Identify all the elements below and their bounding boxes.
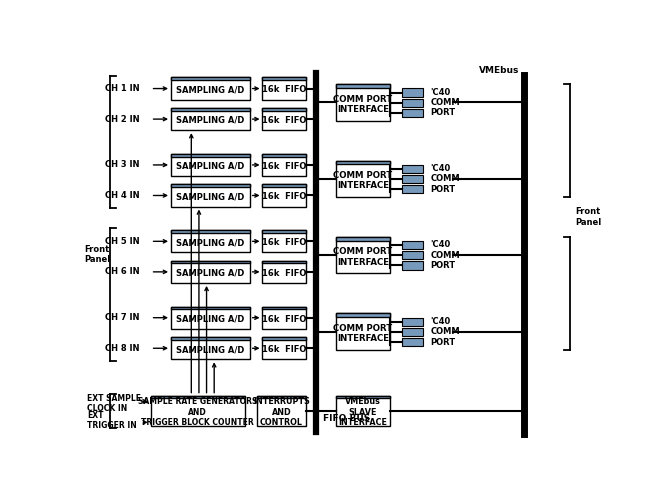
Text: 'C40
COMM
PORT: 'C40 COMM PORT <box>430 88 460 118</box>
Bar <box>171 185 250 187</box>
Text: 'C40
COMM
PORT: 'C40 COMM PORT <box>430 164 460 194</box>
Bar <box>262 337 306 340</box>
Bar <box>257 396 306 398</box>
Bar <box>171 261 250 263</box>
Text: SAMPLING A/D: SAMPLING A/D <box>176 238 245 247</box>
Bar <box>171 307 250 310</box>
Text: CH 1 IN: CH 1 IN <box>105 84 140 93</box>
Bar <box>171 230 250 233</box>
Bar <box>402 165 422 173</box>
Bar <box>171 185 250 206</box>
Text: SAMPLING A/D: SAMPLING A/D <box>176 116 245 125</box>
Bar <box>171 108 250 130</box>
Text: COMM PORT
INTERFACE: COMM PORT INTERFACE <box>333 171 392 190</box>
Bar <box>262 154 306 157</box>
Text: CH 5 IN: CH 5 IN <box>105 237 140 246</box>
Bar <box>402 185 422 193</box>
Text: SAMPLING A/D: SAMPLING A/D <box>176 314 245 323</box>
Text: VMEbus
SLAVE
INTERFACE: VMEbus SLAVE INTERFACE <box>338 397 387 427</box>
Text: 'C40
COMM
PORT: 'C40 COMM PORT <box>430 317 460 347</box>
Text: CH 8 IN: CH 8 IN <box>105 344 139 353</box>
Text: SAMPLING A/D: SAMPLING A/D <box>176 192 245 201</box>
Bar <box>336 396 390 426</box>
Bar <box>262 230 306 233</box>
Text: SAMPLING A/D: SAMPLING A/D <box>176 269 245 278</box>
Bar <box>336 313 390 350</box>
Bar <box>171 77 250 80</box>
Text: EXT
TRIGGER IN: EXT TRIGGER IN <box>87 411 137 430</box>
Text: CH 2 IN: CH 2 IN <box>105 115 140 124</box>
Bar <box>171 337 250 340</box>
Bar <box>262 77 306 100</box>
Text: 16k  FIFO: 16k FIFO <box>262 238 306 247</box>
Bar <box>262 337 306 359</box>
Text: 16k  FIFO: 16k FIFO <box>262 269 306 278</box>
Bar <box>262 185 306 206</box>
Bar <box>262 108 306 111</box>
Bar <box>402 99 422 107</box>
Bar <box>336 396 390 398</box>
Bar <box>262 185 306 187</box>
Bar <box>262 261 306 283</box>
Bar <box>171 307 250 329</box>
Text: 16k  FIFO: 16k FIFO <box>262 162 306 171</box>
Text: COMM PORT
INTERFACE: COMM PORT INTERFACE <box>333 324 392 343</box>
Bar <box>171 108 250 111</box>
Bar <box>262 307 306 329</box>
Bar <box>262 261 306 263</box>
Bar <box>171 261 250 283</box>
Bar <box>402 328 422 336</box>
Bar <box>402 261 422 270</box>
Text: VMEbus: VMEbus <box>479 66 519 75</box>
Bar <box>336 84 390 88</box>
Text: CH 6 IN: CH 6 IN <box>105 267 140 276</box>
Text: SAMPLING A/D: SAMPLING A/D <box>176 85 245 94</box>
Bar <box>402 88 422 97</box>
Text: FIFO BUS: FIFO BUS <box>323 414 371 423</box>
Text: EXT SAMPLE
CLOCK IN: EXT SAMPLE CLOCK IN <box>87 393 141 413</box>
Bar <box>402 317 422 326</box>
Bar <box>171 154 250 157</box>
Text: 16k  FIFO: 16k FIFO <box>262 192 306 201</box>
Text: INTERRUPTS
AND
CONTROL: INTERRUPTS AND CONTROL <box>253 397 310 427</box>
Bar <box>171 337 250 359</box>
Bar <box>262 108 306 130</box>
Bar <box>262 77 306 80</box>
Bar <box>171 77 250 100</box>
Bar <box>262 307 306 310</box>
Bar <box>262 230 306 252</box>
Bar <box>151 396 245 398</box>
Bar <box>336 237 390 273</box>
Text: SAMPLE RATE GENERATORS
AND
TRIGGER BLOCK COUNTER: SAMPLE RATE GENERATORS AND TRIGGER BLOCK… <box>138 397 257 427</box>
Bar <box>262 154 306 176</box>
Text: Front
Panel: Front Panel <box>85 245 111 264</box>
Text: SAMPLING A/D: SAMPLING A/D <box>176 345 245 354</box>
Text: CH 4 IN: CH 4 IN <box>105 191 140 200</box>
Bar <box>336 161 390 197</box>
Bar <box>336 84 390 121</box>
Text: 16k  FIFO: 16k FIFO <box>262 85 306 94</box>
Text: Front
Panel: Front Panel <box>575 207 602 227</box>
Bar <box>336 237 390 241</box>
Text: COMM PORT
INTERFACE: COMM PORT INTERFACE <box>333 95 392 114</box>
Text: 16k  FIFO: 16k FIFO <box>262 314 306 323</box>
Text: CH 3 IN: CH 3 IN <box>105 160 139 170</box>
Bar <box>171 230 250 252</box>
Bar <box>336 161 390 164</box>
Bar <box>402 175 422 183</box>
Bar <box>151 396 245 426</box>
Bar <box>171 154 250 176</box>
Text: 'C40
COMM
PORT: 'C40 COMM PORT <box>430 241 460 270</box>
Bar <box>402 109 422 117</box>
Text: 16k  FIFO: 16k FIFO <box>262 345 306 354</box>
Bar <box>402 241 422 249</box>
Text: COMM PORT
INTERFACE: COMM PORT INTERFACE <box>333 248 392 267</box>
Text: 16k  FIFO: 16k FIFO <box>262 116 306 125</box>
Bar <box>257 396 306 426</box>
Bar <box>402 338 422 346</box>
Bar <box>336 313 390 317</box>
Bar <box>402 251 422 259</box>
Text: CH 7 IN: CH 7 IN <box>105 313 139 322</box>
Text: SAMPLING A/D: SAMPLING A/D <box>176 162 245 171</box>
